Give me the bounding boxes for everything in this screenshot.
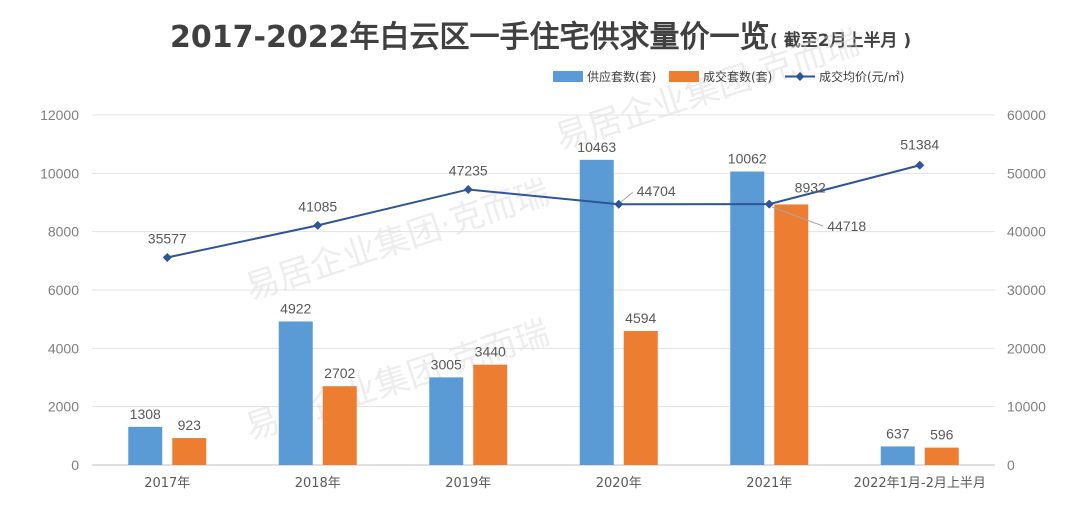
legend-swatch-price-marker <box>795 72 805 81</box>
price-label: 44704 <box>637 183 676 199</box>
price-marker <box>764 199 774 209</box>
price-label: 35577 <box>148 230 187 246</box>
deal-bar <box>924 447 959 465</box>
x-category-label: 2021年 <box>746 476 792 491</box>
supply-bar <box>128 426 163 465</box>
price-label: 47235 <box>449 162 488 178</box>
y-left-tick-label: 10000 <box>40 165 79 181</box>
deal-bar-label: 3440 <box>475 344 506 360</box>
deal-bar <box>322 386 357 465</box>
supply-bar-label: 10062 <box>728 151 767 167</box>
x-category-label: 2017年 <box>144 476 190 491</box>
deal-bar-label: 8932 <box>795 179 826 195</box>
price-line <box>167 164 921 259</box>
chart-subtitle: ( 截至2月上半月 ) <box>770 30 911 51</box>
legend-label: 成交套数(套) <box>703 69 772 84</box>
y-left-tick-label: 2000 <box>48 399 79 415</box>
legend-label: 成交均价(元/㎡) <box>819 69 904 84</box>
x-category-label: 2022年1月-2月上半月 <box>854 476 986 491</box>
y-left-tick-label: 12000 <box>40 107 79 123</box>
supply-bar-label: 637 <box>886 425 910 441</box>
supply-bar <box>880 446 915 465</box>
y-right-tick-label: 0 <box>1007 457 1015 473</box>
bars <box>128 159 959 465</box>
legend-swatch-deal <box>669 71 699 82</box>
deal-bar-label: 2702 <box>324 365 355 381</box>
supply-bar-label: 1308 <box>130 406 161 422</box>
y-left-tick-label: 8000 <box>48 224 79 240</box>
legend: 供应套数(套) 成交套数(套) 成交均价(元/㎡) <box>553 69 904 84</box>
deal-bar-label: 923 <box>178 417 202 433</box>
x-category-label: 2018年 <box>295 476 341 491</box>
y-right-tick-label: 30000 <box>1007 282 1046 298</box>
x-category-label: 2020年 <box>596 476 642 491</box>
price-marker <box>915 160 925 170</box>
label-leader-line <box>620 191 634 203</box>
label-leader-line <box>772 206 824 227</box>
y-right-tick-label: 20000 <box>1007 340 1046 356</box>
deal-bar-label: 596 <box>930 427 954 443</box>
deal-bar <box>774 204 809 465</box>
supply-bar <box>278 321 313 465</box>
price-marker <box>463 184 473 194</box>
y-left-tick-label: 0 <box>71 457 79 473</box>
legend-label: 供应套数(套) <box>587 69 656 84</box>
deal-bar <box>473 364 508 465</box>
y-right-tick-label: 60000 <box>1007 107 1046 123</box>
price-label: 44718 <box>827 218 866 234</box>
y-right-tick-label: 40000 <box>1007 224 1046 240</box>
chart-title: 2017-2022年白云区一手住宅供求量价一览 <box>170 20 769 55</box>
x-category-label: 2019年 <box>445 476 491 491</box>
gridlines <box>92 114 995 466</box>
deal-bar <box>623 331 658 465</box>
data-labels: 1308 4922 3005 10463 10062 637 923 2702 3440 4594… <box>130 136 954 442</box>
supply-bar <box>730 171 765 465</box>
supply-bar-label: 4922 <box>280 300 311 316</box>
price-marker <box>162 252 172 262</box>
y-right-tick-label: 50000 <box>1007 165 1046 181</box>
price-label: 41085 <box>298 198 337 214</box>
price-marker <box>313 220 323 230</box>
deal-bar <box>172 438 207 465</box>
y-left-tick-label: 4000 <box>48 340 79 356</box>
supply-bar <box>429 377 464 465</box>
deal-bar-label: 4594 <box>625 310 656 326</box>
supply-bar-label: 3005 <box>431 356 462 372</box>
supply-bar <box>579 159 614 465</box>
legend-swatch-supply <box>553 71 583 82</box>
supply-bar-label: 10463 <box>577 139 616 155</box>
y-left-tick-label: 6000 <box>48 282 79 298</box>
price-label: 51384 <box>900 136 939 152</box>
price-line-layer <box>162 160 925 262</box>
axes: 0 2000 4000 6000 8000 10000 12000 0 10000 20000 30… <box>40 107 1046 491</box>
y-right-tick-label: 10000 <box>1007 399 1046 415</box>
